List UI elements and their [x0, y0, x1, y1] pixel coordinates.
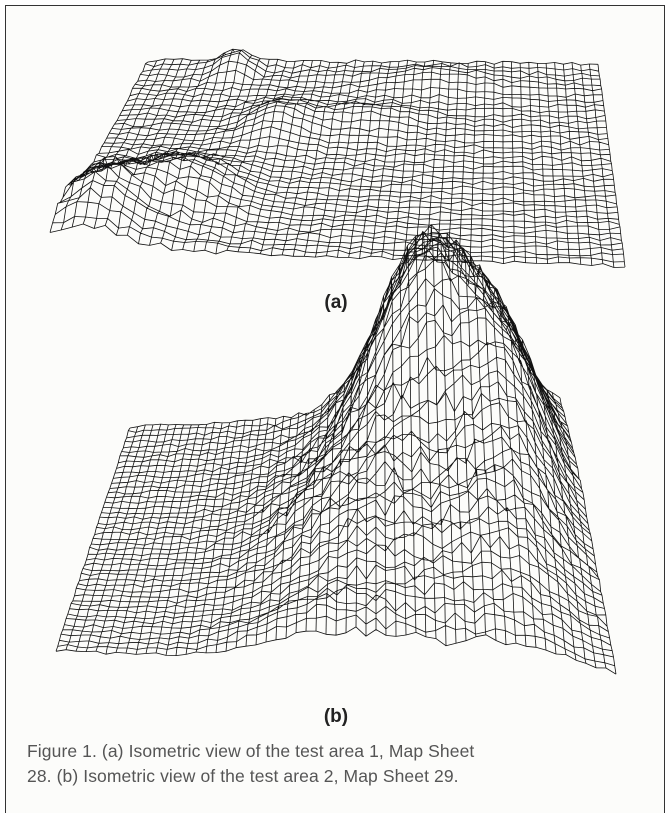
panel-label: (b): [323, 706, 349, 727]
caption-line: 28. (b) Isometric view of the test area …: [27, 766, 459, 786]
caption-line: Figure 1. (a) Isometric view of the test…: [27, 741, 475, 761]
wireframe: [55, 224, 617, 675]
panel-label: (a): [324, 292, 348, 313]
wireframe: [49, 48, 626, 268]
